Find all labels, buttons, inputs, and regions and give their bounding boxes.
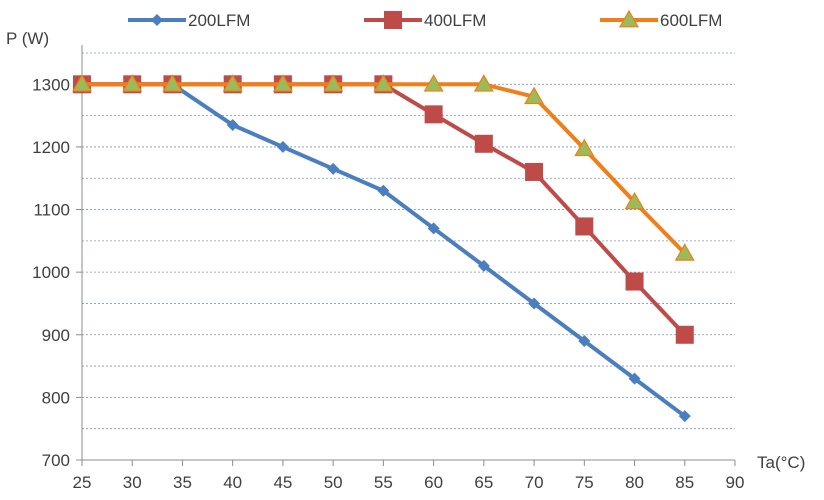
- data-point-triangle: [122, 74, 143, 92]
- x-tick-label: 40: [223, 473, 242, 492]
- data-point-triangle: [222, 74, 243, 92]
- grid: [82, 52, 735, 430]
- x-tick-label: 50: [324, 473, 343, 492]
- y-tick-label: 800: [42, 388, 70, 407]
- x-tick-label: 60: [424, 473, 443, 492]
- x-tick-label: 25: [73, 473, 92, 492]
- x-tick-label: 35: [173, 473, 192, 492]
- data-point-triangle: [162, 74, 183, 92]
- data-point-triangle: [624, 191, 645, 210]
- x-axis-title: Ta(°C): [757, 453, 805, 472]
- data-point-diamond: [528, 297, 541, 310]
- data-point-square: [424, 105, 443, 124]
- series-group: [71, 74, 695, 423]
- legend-label: 600LFM: [660, 11, 722, 30]
- data-point-diamond: [226, 119, 239, 132]
- series-600lfm: [71, 74, 695, 261]
- x-tick-label: 65: [474, 473, 493, 492]
- data-point-triangle: [618, 9, 640, 28]
- legend-label: 200LFM: [188, 11, 250, 30]
- series-line: [80, 82, 687, 256]
- series-200lfm: [76, 78, 691, 423]
- data-point-triangle: [574, 138, 595, 157]
- data-point-triangle: [373, 74, 394, 92]
- axes: 700 800 900 1000 1100 1200 1300 25 30 35 40 45 50 55 6…: [32, 45, 744, 492]
- data-point-diamond: [628, 372, 641, 385]
- data-point-triangle: [272, 74, 293, 92]
- data-point-diamond: [427, 222, 440, 235]
- data-point-triangle: [473, 74, 494, 92]
- data-point-square: [525, 162, 544, 181]
- data-point-triangle: [524, 86, 545, 105]
- data-point-triangle: [423, 74, 444, 92]
- legend-entry-600lfm: 600LFM: [600, 9, 722, 30]
- data-point-triangle: [323, 74, 344, 92]
- y-tick-label: 1000: [32, 263, 70, 282]
- data-point-diamond: [151, 14, 163, 26]
- y-tick-label: 1300: [32, 75, 70, 94]
- y-tick-label: 1200: [32, 138, 70, 157]
- y-axis-title: P (W): [6, 29, 49, 48]
- data-point-diamond: [578, 335, 591, 348]
- y-tick-label: 900: [42, 326, 70, 345]
- legend-entry-200lfm: 200LFM: [128, 11, 250, 30]
- y-tick-label: 700: [42, 451, 70, 470]
- legend-label: 400LFM: [424, 11, 486, 30]
- data-point-triangle: [71, 74, 93, 92]
- x-tick-label: 30: [123, 473, 142, 492]
- x-tick-label: 70: [525, 473, 544, 492]
- data-point-square: [384, 11, 402, 29]
- x-tick-label: 90: [726, 473, 745, 492]
- x-tick-label: 80: [625, 473, 644, 492]
- data-point-square: [474, 134, 493, 153]
- legend-entry-400lfm: 400LFM: [364, 11, 486, 30]
- data-point-diamond: [477, 259, 490, 272]
- data-point-diamond: [327, 162, 340, 175]
- data-point-diamond: [678, 410, 691, 423]
- data-point-square: [675, 325, 694, 344]
- y-tick-label: 1100: [33, 201, 70, 220]
- x-tick-label: 55: [374, 473, 393, 492]
- data-point-triangle: [674, 243, 695, 261]
- data-point-square: [625, 272, 644, 291]
- data-point-square: [575, 217, 594, 236]
- x-tick-label: 85: [675, 473, 694, 492]
- x-tick-label: 45: [273, 473, 292, 492]
- data-point-diamond: [377, 184, 390, 197]
- legend: 200LFM 400LFM 600LFM: [128, 9, 722, 30]
- x-tick-label: 75: [575, 473, 594, 492]
- data-point-diamond: [276, 140, 289, 153]
